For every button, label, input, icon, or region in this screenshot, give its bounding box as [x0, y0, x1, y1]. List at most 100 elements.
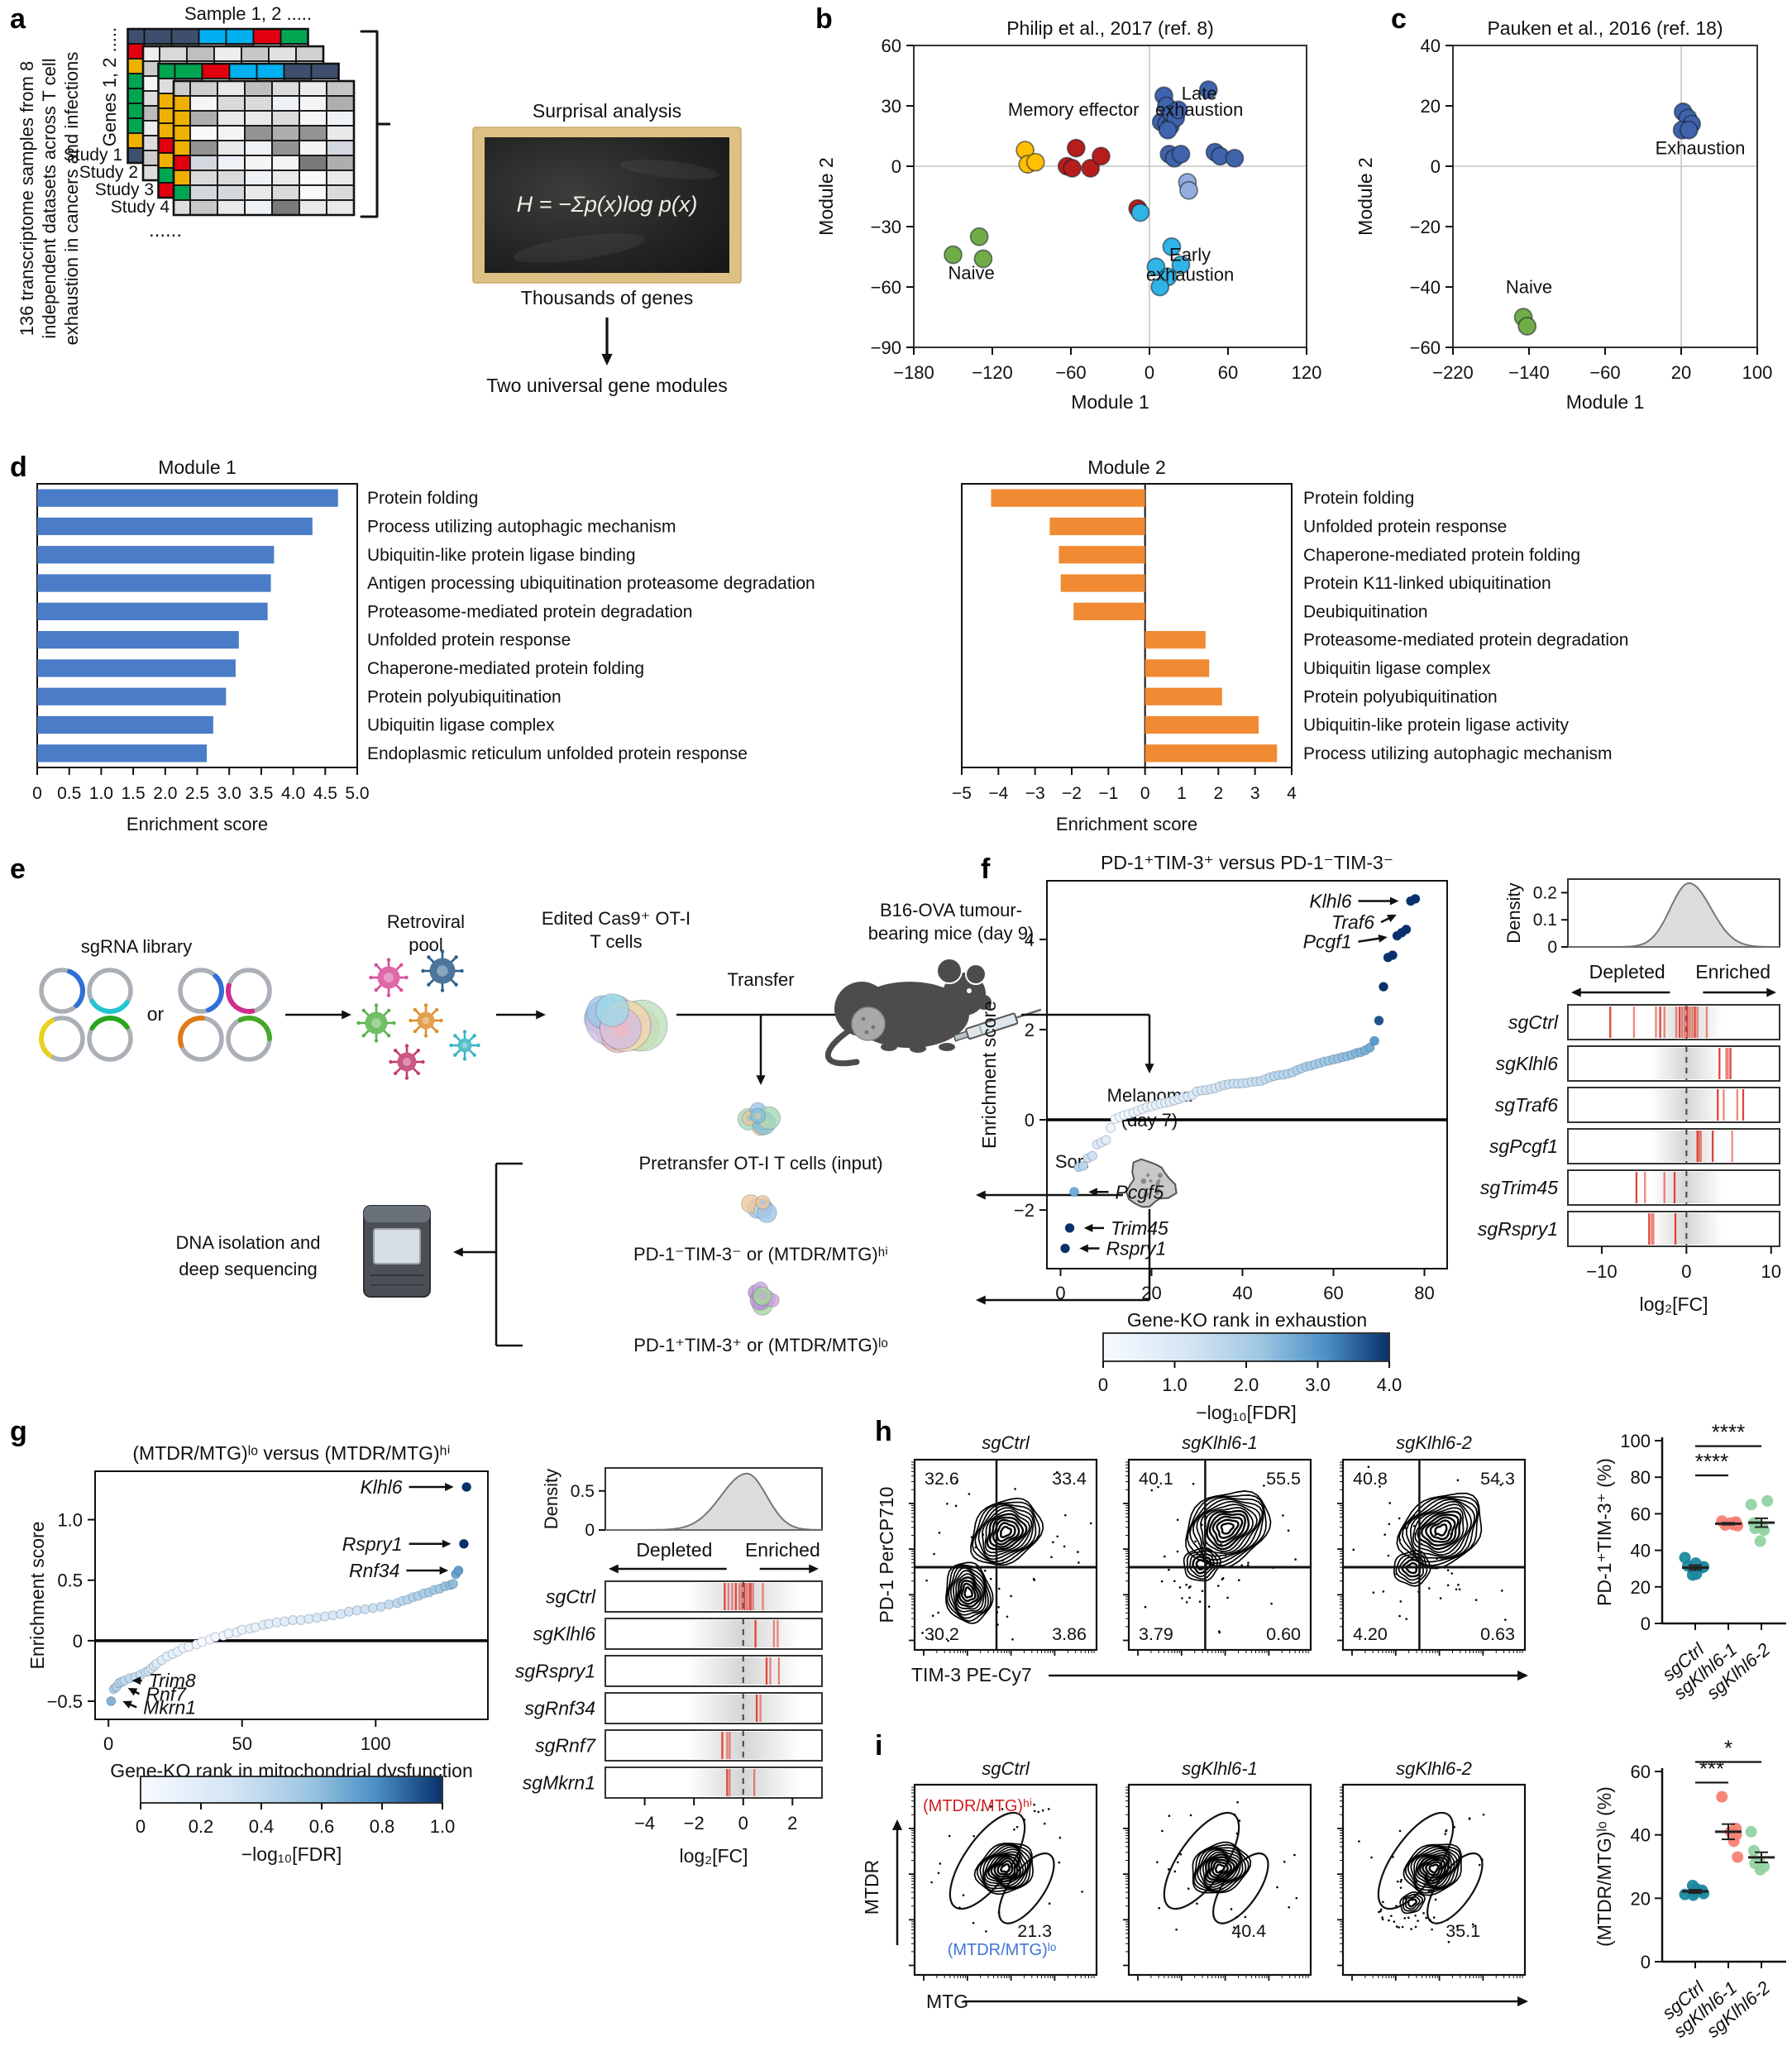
or-label: or	[147, 1003, 165, 1025]
svg-text:120: 120	[1292, 362, 1322, 383]
quadrant-value: 0.60	[1266, 1624, 1301, 1644]
svg-text:60: 60	[1631, 1762, 1651, 1782]
x-axis-label: Module 1	[1566, 391, 1645, 413]
chart-title: Philip et al., 2017 (ref. 8)	[1006, 17, 1214, 39]
track-row-label: sgKlhl6	[533, 1623, 596, 1645]
panel-b: −180 −120 −60 0 60 120 −90 −60 −30 0 30 60 Philip et…	[815, 17, 1321, 413]
svg-text:40: 40	[1421, 36, 1441, 56]
panel-label-g: g	[10, 1416, 27, 1447]
svg-text:40: 40	[1631, 1541, 1651, 1561]
svg-text:1.0: 1.0	[430, 1816, 456, 1837]
cluster-label: Exhaustion	[1656, 137, 1746, 158]
svg-text:−20: −20	[1410, 217, 1441, 237]
track-row-label: sgMkrn1	[523, 1772, 595, 1794]
svg-text:−30: −30	[871, 217, 901, 237]
panel-label-e: e	[10, 853, 26, 885]
svg-text:−60: −60	[1055, 362, 1086, 383]
svg-text:0: 0	[1025, 1110, 1035, 1131]
svg-text:4: 4	[1025, 930, 1035, 950]
svg-text:20: 20	[1141, 1283, 1161, 1303]
bar-category-label: Proteasome-mediated protein degradation	[367, 602, 692, 621]
svg-text:0: 0	[891, 156, 901, 177]
gene-annotation: Mkrn1	[143, 1696, 196, 1718]
colorbar-label: −log₁₀[FDR]	[1196, 1402, 1296, 1423]
mice-label: bearing mice (day 9)	[868, 923, 1035, 944]
study-label: Study 3	[95, 180, 154, 199]
bar-category-label: Chaperone-mediated protein folding	[367, 659, 644, 678]
bar-category-label: Protein folding	[1303, 489, 1414, 508]
chart-title: (MTDR/MTG)ˡᵒ versus (MTDR/MTG)ʰⁱ	[132, 1442, 450, 1464]
svg-text:0: 0	[738, 1813, 748, 1833]
flow-title: sgKlhl6-2	[1396, 1758, 1472, 1779]
quadrant-value: 4.20	[1353, 1624, 1388, 1644]
svg-text:0: 0	[1641, 1614, 1651, 1634]
retro-label: Retroviral	[387, 911, 465, 932]
density-label: Density	[541, 1469, 561, 1529]
cluster-label: exhaustion	[1146, 265, 1234, 285]
mice-label: B16-OVA tumour-	[880, 900, 1022, 920]
svg-text:0: 0	[32, 784, 42, 803]
svg-text:0: 0	[103, 1733, 113, 1754]
svg-text:0: 0	[1140, 784, 1150, 803]
quadrant-value: 32.6	[925, 1469, 959, 1489]
bar-category-label: Chaperone-mediated protein folding	[1303, 546, 1580, 565]
panel-label-h: h	[875, 1416, 892, 1447]
sorted-lo-label: PD-1⁺TIM-3⁺ or (MTDR/MTG)ˡᵒ	[633, 1335, 888, 1355]
y-axis-label: Enrichment score	[978, 1001, 1000, 1149]
svg-text:−3: −3	[1025, 784, 1045, 803]
gene-annotation: Trim8	[149, 1670, 196, 1691]
quadrant-value: 54.3	[1480, 1469, 1515, 1489]
side-caption-line: exhaustion in cancers and infections	[61, 52, 82, 346]
cluster-label: Late	[1182, 84, 1217, 104]
svg-text:−120: −120	[972, 362, 1013, 383]
svg-text:0: 0	[1431, 156, 1441, 177]
chart-title: Module 2	[1087, 457, 1166, 478]
significance-stars: ****	[1712, 1420, 1745, 1445]
virus-icon	[409, 1003, 443, 1038]
quadrant-value: 55.5	[1266, 1469, 1301, 1489]
gate-lo-label: (MTDR/MTG)ˡᵒ	[948, 1941, 1057, 1959]
bar-category-label: Unfolded protein response	[1303, 517, 1507, 536]
track-row-label: sgPcgf1	[1489, 1135, 1558, 1157]
svg-text:0: 0	[1055, 1283, 1065, 1303]
track-row-label: sgRspry1	[1478, 1218, 1558, 1240]
retro-label: pool	[409, 935, 443, 955]
svg-text:40: 40	[1232, 1283, 1252, 1303]
dna-label: DNA isolation and	[176, 1232, 321, 1253]
y-axis-label: Enrichment score	[26, 1522, 48, 1670]
svg-text:10: 10	[1761, 1261, 1781, 1282]
study-label: Study 1	[64, 146, 122, 165]
track-row-label: sgRspry1	[515, 1661, 595, 1682]
flow-title: sgCtrl	[982, 1758, 1030, 1779]
x-axis-label: log₂[FC]	[1639, 1293, 1708, 1315]
bar-category-label: Ubiquitin ligase complex	[1303, 659, 1491, 678]
svg-text:−2: −2	[1014, 1200, 1035, 1221]
flow-title: sgKlhl6-1	[1182, 1758, 1258, 1779]
chart-title: Module 1	[158, 457, 237, 478]
edited-cells-label: Edited Cas9⁺ OT-I	[542, 908, 691, 929]
track-row-label: sgCtrl	[1508, 1011, 1559, 1033]
quadrant-value: 0.63	[1480, 1624, 1515, 1644]
track-row-label: sgTraf6	[1495, 1094, 1558, 1116]
panel-label-c: c	[1391, 3, 1407, 35]
x-axis-label: Module 1	[1071, 391, 1149, 413]
svg-text:4.0: 4.0	[1377, 1375, 1403, 1395]
svg-text:5.0: 5.0	[345, 784, 369, 803]
gate-value: 21.3	[1017, 1921, 1052, 1941]
svg-text:0.5: 0.5	[57, 784, 81, 803]
flow-y-label: PD-1 PerCP710	[876, 1487, 897, 1623]
svg-text:−0.5: −0.5	[47, 1691, 83, 1712]
svg-text:3.5: 3.5	[249, 784, 273, 803]
study-label: Study 4	[111, 198, 170, 217]
cluster-label: Naive	[1506, 276, 1552, 297]
svg-text:20: 20	[1421, 96, 1441, 117]
flow-x-label: TIM-3 PE-Cy7	[911, 1664, 1032, 1685]
svg-text:−10: −10	[1586, 1261, 1617, 1282]
bar-category-label: Ubiquitin-like protein ligase binding	[367, 546, 636, 565]
svg-text:−40: −40	[1410, 277, 1441, 298]
quadrant-value: 40.8	[1353, 1469, 1388, 1489]
svg-text:−60: −60	[1410, 337, 1441, 358]
svg-text:100: 100	[361, 1733, 391, 1754]
svg-text:60: 60	[882, 36, 901, 56]
